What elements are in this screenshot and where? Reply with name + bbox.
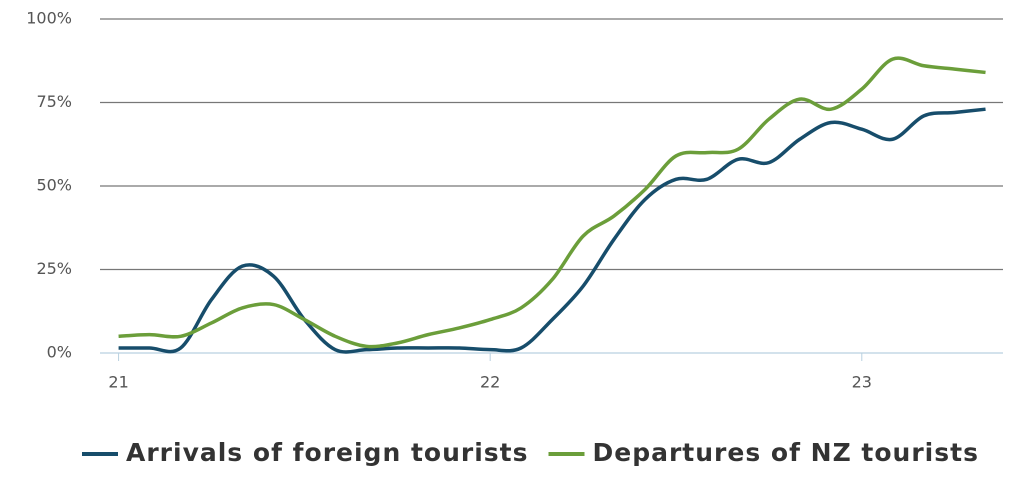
y-tick-label: 75% <box>36 92 72 111</box>
y-tick-label: 100% <box>26 9 72 28</box>
y-tick-label: 50% <box>36 176 72 195</box>
series-line <box>118 107 986 354</box>
x-tick-label: 23 <box>852 373 872 392</box>
series-line <box>118 56 986 349</box>
y-tick-label: 0% <box>47 343 72 362</box>
legend-label: Arrivals of foreign tourists <box>126 438 529 467</box>
x-tick-label: 21 <box>108 373 128 392</box>
y-tick-label: 25% <box>36 259 72 278</box>
legend-label: Departures of NZ tourists <box>593 438 979 467</box>
x-tick-label: 22 <box>480 373 500 392</box>
